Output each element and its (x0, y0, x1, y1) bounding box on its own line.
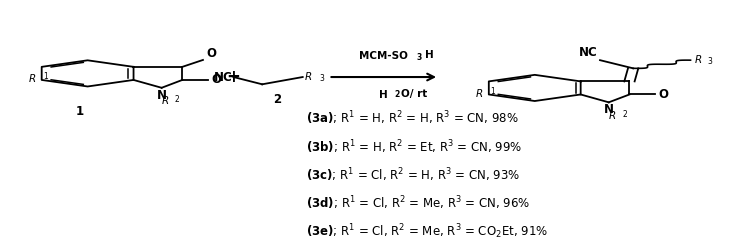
Text: R: R (694, 55, 702, 65)
Text: 2: 2 (394, 90, 399, 99)
Text: 3: 3 (708, 57, 712, 66)
Text: 2: 2 (273, 93, 281, 106)
Text: O: O (206, 47, 216, 60)
Text: 3: 3 (417, 52, 422, 61)
Text: R: R (476, 88, 483, 99)
Text: N: N (156, 89, 167, 102)
Text: H: H (425, 50, 434, 60)
Text: R: R (29, 74, 35, 84)
Text: MCM-SO: MCM-SO (359, 51, 408, 61)
Text: 2: 2 (175, 95, 179, 104)
Text: 3: 3 (319, 74, 324, 83)
Text: 2: 2 (622, 110, 627, 119)
Text: O/ rt: O/ rt (401, 89, 427, 99)
Text: 1: 1 (43, 72, 48, 81)
Text: $\mathbf{(3e)}$; R$^1$ = Cl, R$^2$ = Me, R$^3$ = CO$_2$Et, 91%: $\mathbf{(3e)}$; R$^1$ = Cl, R$^2$ = Me,… (306, 222, 548, 241)
Text: R: R (162, 96, 169, 106)
Text: NC: NC (214, 70, 232, 84)
Text: R: R (609, 111, 616, 121)
Text: R: R (305, 72, 312, 82)
Text: N: N (604, 103, 614, 116)
Text: $\mathbf{(3a)}$; R$^1$ = H, R$^2$ = H, R$^3$ = CN, 98%: $\mathbf{(3a)}$; R$^1$ = H, R$^2$ = H, R… (306, 110, 519, 127)
Text: O: O (658, 88, 668, 101)
Text: $\mathbf{(3b)}$; R$^1$ = H, R$^2$ = Et, R$^3$ = CN, 99%: $\mathbf{(3b)}$; R$^1$ = H, R$^2$ = Et, … (306, 138, 523, 156)
Text: O: O (211, 73, 221, 87)
Text: $\mathbf{(3d)}$; R$^1$ = Cl, R$^2$ = Me, R$^3$ = CN, 96%: $\mathbf{(3d)}$; R$^1$ = Cl, R$^2$ = Me,… (306, 194, 531, 212)
Text: H: H (379, 90, 388, 100)
Text: 1: 1 (490, 87, 495, 96)
Text: +: + (226, 68, 240, 86)
Text: NC: NC (579, 46, 598, 59)
Text: $\mathbf{(3c)}$; R$^1$ = Cl, R$^2$ = H, R$^3$ = CN, 93%: $\mathbf{(3c)}$; R$^1$ = Cl, R$^2$ = H, … (306, 166, 521, 184)
Text: 1: 1 (76, 105, 84, 118)
